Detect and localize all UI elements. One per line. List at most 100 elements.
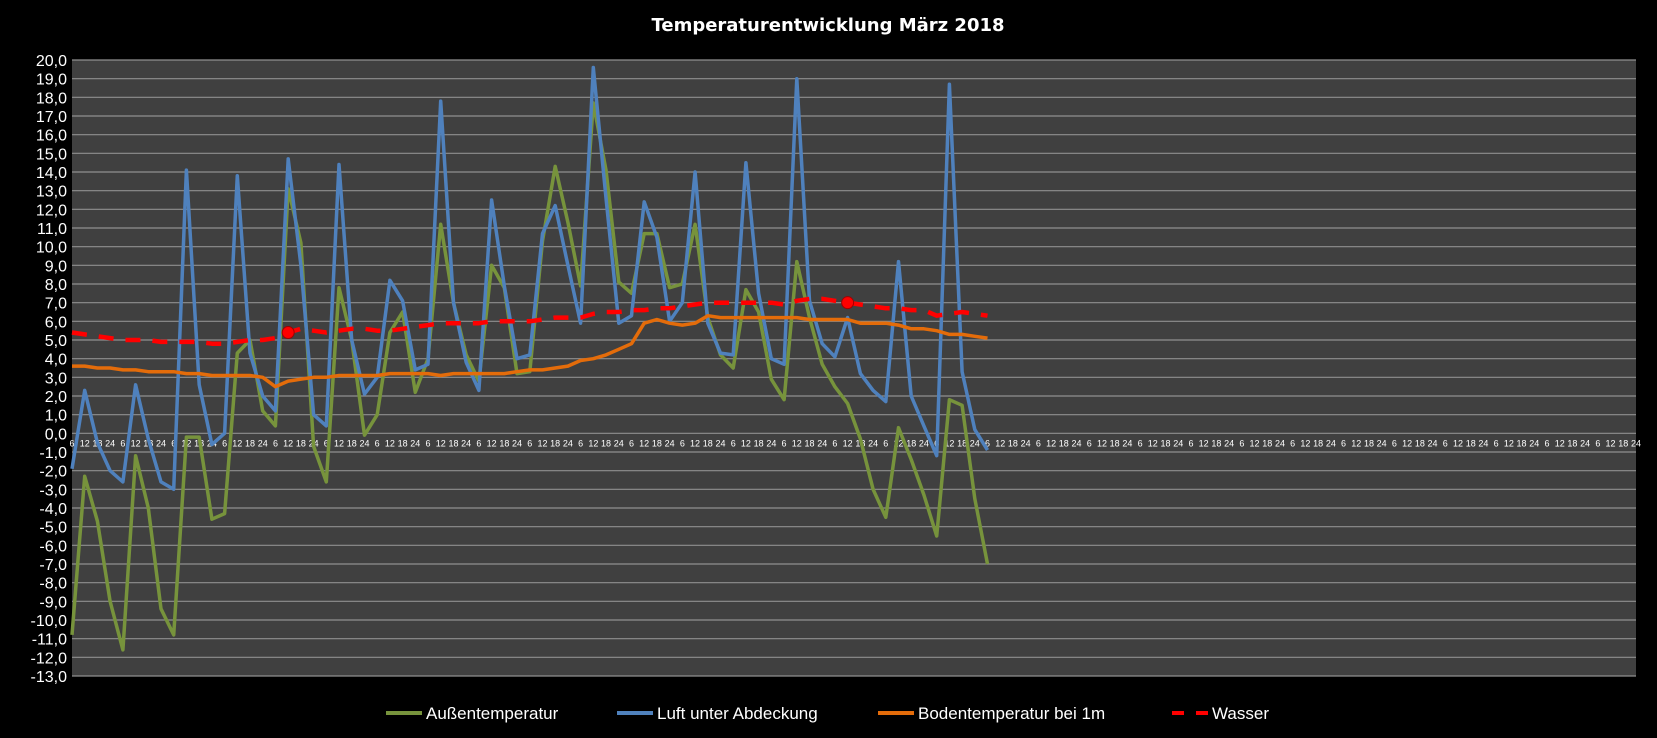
y-tick-label: 6,0: [45, 314, 67, 331]
plot-area: [72, 60, 1636, 676]
x-tick-label: 12: [1250, 438, 1260, 448]
x-tick-label: 18: [1161, 438, 1171, 448]
x-tick-label: 6: [1341, 438, 1346, 448]
x-tick-label: 18: [1466, 438, 1476, 448]
y-tick-label: 7,0: [45, 296, 67, 313]
x-tick-label: 24: [715, 438, 725, 448]
x-tick-label: 6: [120, 438, 125, 448]
x-tick-label: 12: [1046, 438, 1056, 448]
x-tick-label: 24: [1377, 438, 1387, 448]
y-tick-label: 1,0: [45, 408, 67, 425]
x-tick-label: 24: [1275, 438, 1285, 448]
x-tick-label: 6: [782, 438, 787, 448]
x-tick-label: 24: [766, 438, 776, 448]
x-tick-label: 18: [296, 438, 306, 448]
x-tick-label: 12: [588, 438, 598, 448]
x-tick-label: 24: [156, 438, 166, 448]
x-tick-label: 18: [957, 438, 967, 448]
x-tick-label: 12: [131, 438, 141, 448]
x-tick-label: 18: [1567, 438, 1577, 448]
x-tick-label: 18: [754, 438, 764, 448]
y-tick-label: 4,0: [45, 352, 67, 369]
x-tick-label: 12: [1453, 438, 1463, 448]
legend-label-2: Bodentemperatur bei 1m: [918, 704, 1105, 723]
x-tick-label: 12: [639, 438, 649, 448]
x-tick-label: 12: [1097, 438, 1107, 448]
y-tick-label: 0,0: [45, 426, 67, 443]
x-tick-label: 24: [258, 438, 268, 448]
x-tick-label: 6: [69, 438, 74, 448]
x-tick-label: 24: [105, 438, 115, 448]
x-tick-label: 18: [499, 438, 509, 448]
x-tick-label: 24: [665, 438, 675, 448]
x-tick-label: 6: [1494, 438, 1499, 448]
y-tick-label: -13,0: [31, 669, 68, 686]
x-tick-label: 24: [868, 438, 878, 448]
x-tick-label: 18: [1415, 438, 1425, 448]
x-tick-label: 6: [1544, 438, 1549, 448]
x-tick-label: 24: [1072, 438, 1082, 448]
y-tick-label: 10,0: [36, 240, 67, 257]
y-axis-tick-labels: 20,0 19,018,0 17,0 16,015,0 14,0 13,012,0 11,0…: [31, 53, 68, 686]
x-tick-label: 24: [359, 438, 369, 448]
x-tick-label: 18: [703, 438, 713, 448]
x-tick-label: 6: [1595, 438, 1600, 448]
y-tick-label: 13,0: [36, 184, 67, 201]
x-tick-label: 12: [1504, 438, 1514, 448]
x-tick-label: 6: [171, 438, 176, 448]
x-tick-label: 12: [792, 438, 802, 448]
x-tick-label: 18: [652, 438, 662, 448]
x-tick-label: 18: [347, 438, 357, 448]
x-tick-label: 24: [1021, 438, 1031, 448]
x-axis-tick-labels: 6 12 18 24 6 12 18 24 6 12 18 24 6 12 18 24 6 12 18 24 6 12 18…: [69, 438, 1641, 448]
x-tick-label: 12: [1555, 438, 1565, 448]
y-tick-label: -1,0: [39, 445, 67, 462]
x-tick-label: 24: [1478, 438, 1488, 448]
x-tick-label: 12: [80, 438, 90, 448]
x-tick-label: 6: [375, 438, 380, 448]
x-tick-label: 18: [245, 438, 255, 448]
x-tick-label: 18: [1517, 438, 1527, 448]
x-tick-label: 6: [578, 438, 583, 448]
series-line-3: [71, 296, 988, 346]
x-tick-label: 12: [1300, 438, 1310, 448]
x-tick-label: 18: [550, 438, 560, 448]
data-point-marker: [281, 326, 295, 340]
x-tick-label: 6: [1087, 438, 1092, 448]
x-tick-label: 18: [1313, 438, 1323, 448]
x-tick-label: 24: [1122, 438, 1132, 448]
y-tick-label: 19,0: [36, 72, 67, 89]
x-tick-label: 6: [1392, 438, 1397, 448]
x-tick-label: 12: [741, 438, 751, 448]
legend-label-0: Außentemperatur: [426, 704, 559, 723]
series-line-1: [70, 65, 989, 492]
x-tick-label: 24: [1580, 438, 1590, 448]
x-tick-label: 12: [537, 438, 547, 448]
x-tick-label: 12: [1148, 438, 1158, 448]
series-line-2: [72, 313, 988, 389]
y-tick-label: 14,0: [36, 165, 67, 182]
x-tick-label: 24: [512, 438, 522, 448]
y-tick-label: 3,0: [45, 370, 67, 387]
x-tick-label: 12: [334, 438, 344, 448]
x-tick-label: 24: [563, 438, 573, 448]
x-tick-label: 24: [1428, 438, 1438, 448]
x-tick-label: 6: [476, 438, 481, 448]
x-tick-label: 6: [222, 438, 227, 448]
y-tick-label: -2,0: [39, 464, 67, 481]
x-tick-label: 6: [832, 438, 837, 448]
y-tick-label: -3,0: [39, 482, 67, 499]
y-tick-label: 16,0: [36, 128, 67, 145]
x-tick-label: 18: [1110, 438, 1120, 448]
x-tick-label: 12: [232, 438, 242, 448]
x-tick-label: 6: [1188, 438, 1193, 448]
x-tick-label: 12: [1199, 438, 1209, 448]
x-tick-label: 6: [324, 438, 329, 448]
y-tick-label: -5,0: [39, 520, 67, 537]
y-tick-label: 15,0: [36, 146, 67, 163]
x-tick-label: 24: [1224, 438, 1234, 448]
x-tick-label: 6: [629, 438, 634, 448]
x-tick-label: 24: [817, 438, 827, 448]
x-tick-label: 24: [1173, 438, 1183, 448]
